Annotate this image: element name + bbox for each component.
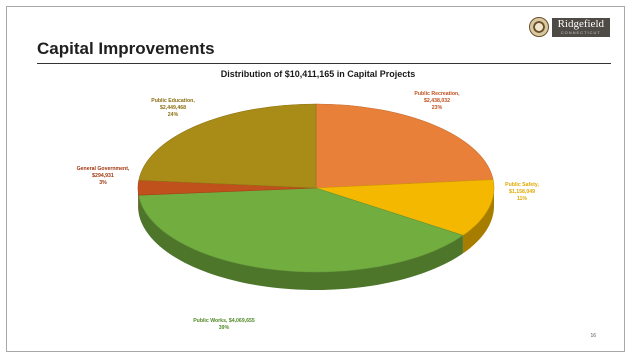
pie-side-public-safety: [462, 188, 494, 254]
pie-slice-public-education: [138, 103, 317, 189]
chart-title: Distribution of $10,411,165 in Capital P…: [221, 69, 416, 79]
pie-slice-public-recreation: [315, 103, 494, 189]
pie-label-public-works: Public Works, $4,069,655 39%: [193, 318, 255, 331]
logo-wordmark: Ridgefield CONNECTICUT: [551, 17, 610, 37]
pie-top-faces: [137, 103, 495, 273]
pie-slice-public-works: [138, 187, 464, 273]
town-seal-icon: [528, 17, 549, 37]
title-rule: [37, 63, 611, 64]
pie-label-public-safety: Public Safety, $1,158,049 11%: [505, 182, 539, 202]
logo-name: Ridgefield: [557, 17, 604, 30]
slide-title: Capital Improvements: [37, 39, 215, 58]
slide: Capital Improvements Ridgefield CONNECTI…: [6, 6, 625, 352]
ridgefield-logo: Ridgefield CONNECTICUT: [528, 17, 610, 37]
pie-label-general-government: General Government, $294,931 3%: [77, 166, 130, 186]
pie-labels: Public Recreation, $2,438,032 23% Public Sa…: [77, 91, 540, 331]
logo-subtitle: CONNECTICUT: [560, 29, 601, 35]
pie-label-public-recreation: Public Recreation, $2,438,032 23%: [414, 91, 460, 111]
pie-slice-public-safety: [315, 179, 495, 236]
page-number: 16: [590, 333, 596, 339]
pie-label-public-education: Public Education, $2,449,468 24%: [151, 98, 195, 118]
